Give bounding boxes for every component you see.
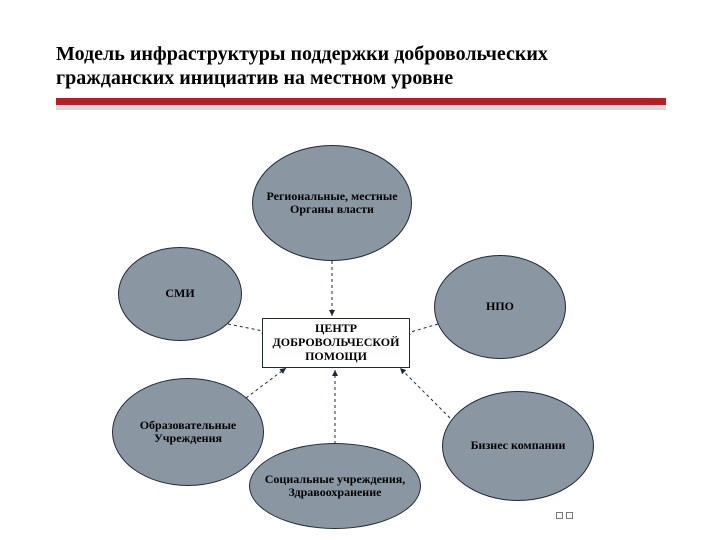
handle-1 <box>566 512 573 519</box>
node-label-soc: Социальные учреждения, Здравоохранение <box>265 473 405 499</box>
arrow-edu <box>246 368 286 398</box>
node-label-media: СМИ <box>165 287 194 300</box>
center-label: ЦЕНТР ДОБРОВОЛЬЧЕСКОЙ ПОМОЩИ <box>273 322 400 363</box>
node-npo: НПО <box>434 255 566 359</box>
node-label-gov: Региональные, местные Органы власти <box>266 190 397 216</box>
node-media: СМИ <box>118 247 242 341</box>
accent-bar <box>56 98 666 105</box>
page-title: Модель инфраструктуры поддержки добровол… <box>56 42 666 90</box>
node-soc: Социальные учреждения, Здравоохранение <box>249 443 421 529</box>
node-edu: Образовательные Учреждения <box>112 378 264 486</box>
accent-shadow <box>56 105 666 110</box>
handle-0 <box>556 512 563 519</box>
node-biz: Бизнес компании <box>442 391 594 501</box>
node-label-npo: НПО <box>486 300 514 313</box>
center-node: ЦЕНТР ДОБРОВОЛЬЧЕСКОЙ ПОМОЩИ <box>262 318 410 368</box>
node-gov: Региональные, местные Органы власти <box>252 145 412 261</box>
arrow-biz <box>400 368 450 418</box>
node-label-edu: Образовательные Учреждения <box>140 419 237 445</box>
title-text: Модель инфраструктуры поддержки добровол… <box>56 43 548 89</box>
node-label-biz: Бизнес компании <box>471 439 566 452</box>
